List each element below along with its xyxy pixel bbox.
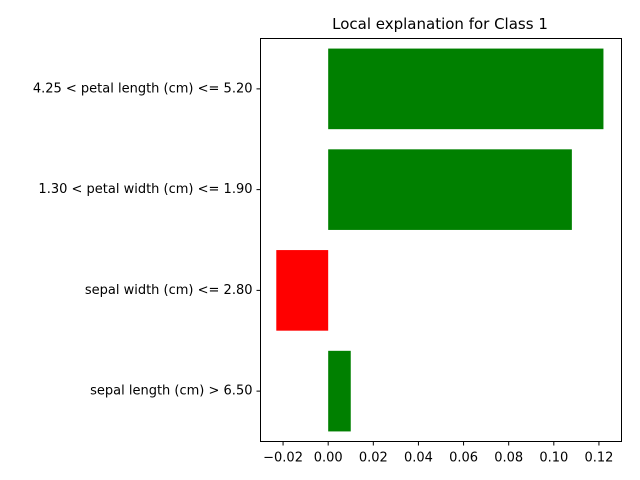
bars-group (276, 48, 604, 432)
x-tick-label: 0.08 (494, 451, 523, 466)
plot-frame (260, 38, 622, 442)
x-tick-label: 0.00 (314, 451, 343, 466)
bar-0 (328, 48, 604, 130)
bar-3 (328, 350, 351, 432)
x-tick-label: 0.02 (359, 451, 388, 466)
y-tick-label: sepal width (cm) <= 2.80 (85, 283, 253, 298)
bar-1 (328, 149, 572, 230)
x-tick-label: −0.02 (263, 451, 303, 466)
x-axis-ticks: −0.02 0.00 0.02 0.04 0.06 0.08 0.10 0.12 (263, 441, 613, 466)
chart-title: Local explanation for Class 1 (332, 15, 548, 33)
x-tick-label: 0.04 (404, 451, 433, 466)
bar-2 (276, 250, 329, 331)
y-tick-label: 4.25 < petal length (cm) <= 5.20 (33, 81, 253, 96)
y-tick-label: sepal length (cm) > 6.50 (90, 384, 252, 399)
x-tick-label: 0.12 (584, 451, 613, 466)
y-axis-ticks: 4.25 < petal length (cm) <= 5.20 1.30 < p… (33, 81, 261, 399)
y-tick-label: 1.30 < petal width (cm) <= 1.90 (38, 182, 252, 197)
x-tick-label: 0.10 (539, 451, 568, 466)
x-tick-label: 0.06 (449, 451, 478, 466)
